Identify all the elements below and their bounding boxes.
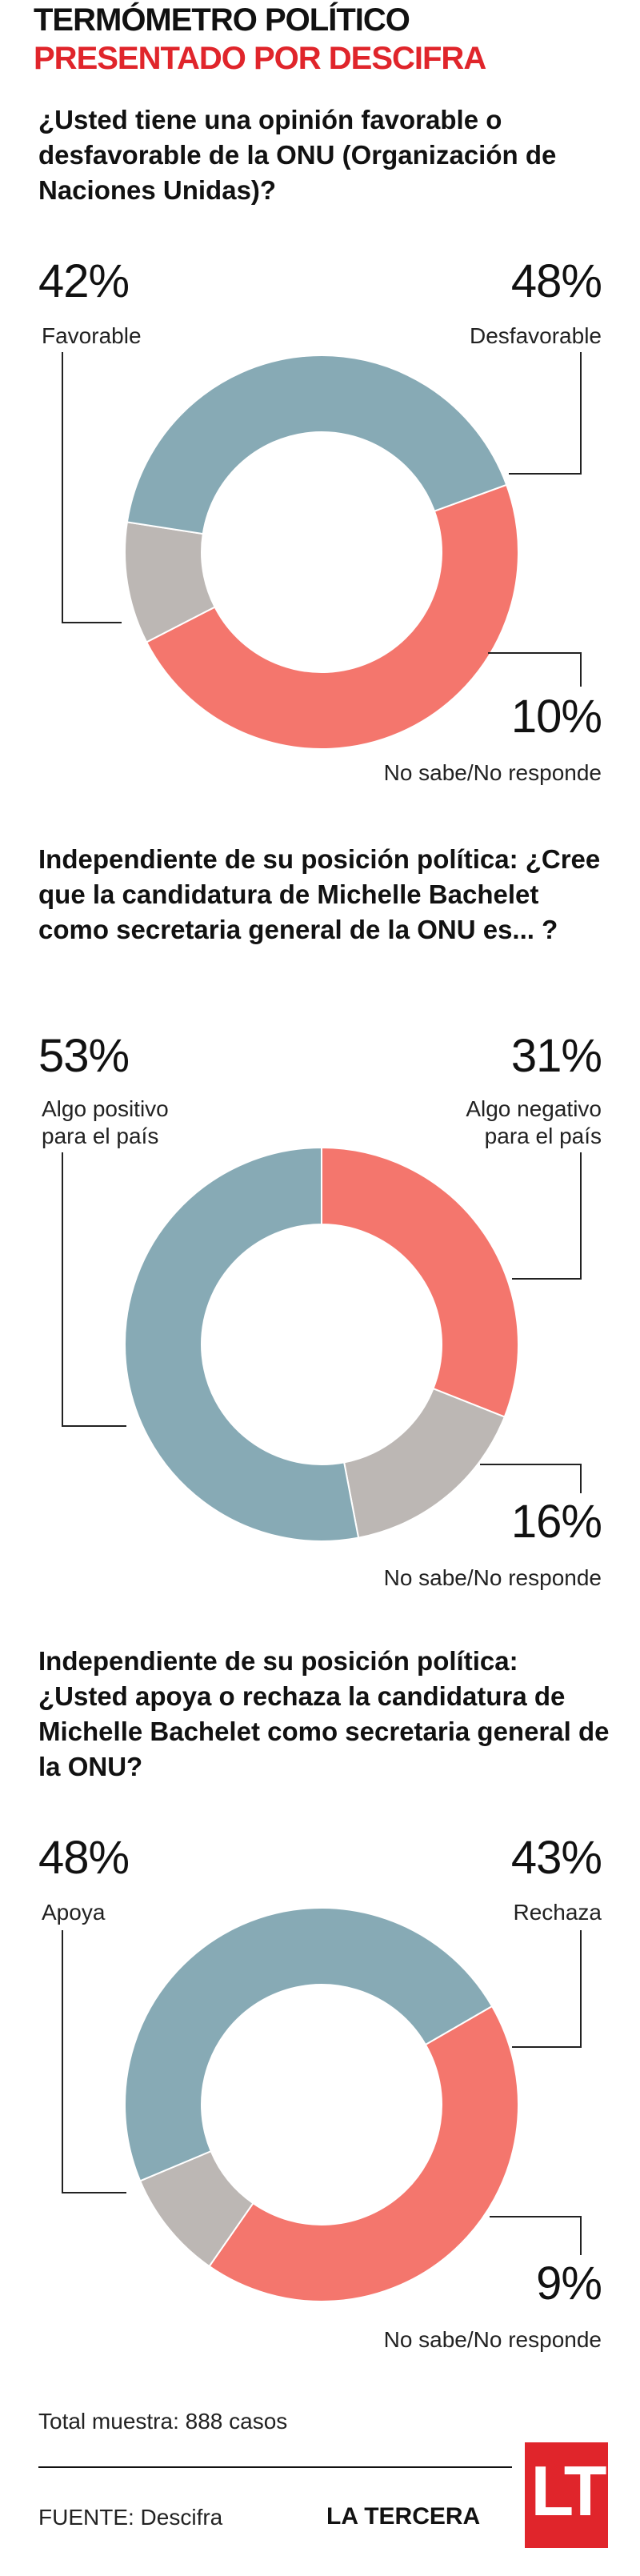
chart2-slice-algo-negativo-para-el-pa-s	[321, 1146, 519, 1418]
question-3: Independiente de su posición política: ¿…	[38, 1646, 610, 1781]
chart1-slice-desfavorable	[145, 483, 519, 750]
chart3-leader-line-1	[62, 1930, 126, 2193]
chart2-slice-no-sabe-no-responde	[342, 1387, 506, 1539]
chart2-leader-line-3	[480, 1464, 582, 1493]
q2-left-label-2: para el país	[42, 1124, 159, 1148]
chart3-slice-rechaza	[208, 2005, 519, 2302]
chart2-leader-line-1	[62, 1152, 126, 1427]
q1-bottom-percent: 10%	[510, 691, 602, 743]
header: TERMÓMETRO POLÍTICO PRESENTADO POR DESCI…	[34, 0, 486, 77]
sample-size: Total muestra: 888 casos	[38, 2409, 288, 2434]
chart1-leader-line-1	[62, 352, 122, 623]
question-1: ¿Usted tiene una opinión favorable o des…	[38, 105, 557, 205]
q3-right-percent: 43%	[510, 1832, 602, 1884]
q1-left-percent: 42%	[38, 255, 130, 307]
q3-left-label: Apoya	[42, 1900, 106, 1925]
chart1-slice-favorable	[126, 355, 508, 535]
q3-right-label: Rechaza	[513, 1900, 602, 1925]
chart2-leader-line-2	[512, 1152, 582, 1280]
chart3-leader-line-2	[512, 1930, 582, 2048]
source-text: FUENTE: Descifra	[38, 2505, 223, 2530]
brand-name: LA TERCERA	[326, 2503, 481, 2530]
chart3-leader-line-3	[490, 2216, 582, 2255]
chart1-leader-line-3	[488, 652, 582, 687]
la-tercera-logo: LT	[525, 2442, 608, 2548]
q3-left-percent: 48%	[38, 1832, 130, 1884]
q1-right-label: Desfavorable	[470, 323, 602, 348]
q1-bottom-label: No sabe/No responde	[383, 760, 602, 785]
question-2: Independiente de su posición política: ¿…	[38, 844, 601, 944]
page-title: TERMÓMETRO POLÍTICO	[34, 2, 410, 38]
q2-right-label-2: para el país	[484, 1124, 602, 1148]
q2-bottom-label: No sabe/No responde	[383, 1565, 602, 1590]
q1-right-percent: 48%	[510, 255, 602, 307]
chart3-slice-apoya	[124, 1907, 494, 2182]
q1-left-label: Favorable	[42, 323, 142, 348]
chart1-leader-line-2	[509, 352, 582, 475]
q3-bottom-percent: 9%	[536, 2258, 602, 2310]
page-subtitle: PRESENTADO POR DESCIFRA	[34, 41, 486, 76]
chart2-slice-algo-positivo-para-el-pa-s	[124, 1146, 360, 1542]
q2-left-label-1: Algo positivo	[42, 1096, 169, 1121]
q2-right-percent: 31%	[510, 1030, 602, 1082]
q3-bottom-label: No sabe/No responde	[383, 2327, 602, 2352]
q2-left-percent: 53%	[38, 1030, 130, 1082]
footer-divider	[38, 2466, 512, 2468]
q2-bottom-percent: 16%	[510, 1496, 602, 1548]
q2-right-label-1: Algo negativo	[466, 1096, 602, 1121]
logo-text: LT	[530, 2451, 607, 2530]
